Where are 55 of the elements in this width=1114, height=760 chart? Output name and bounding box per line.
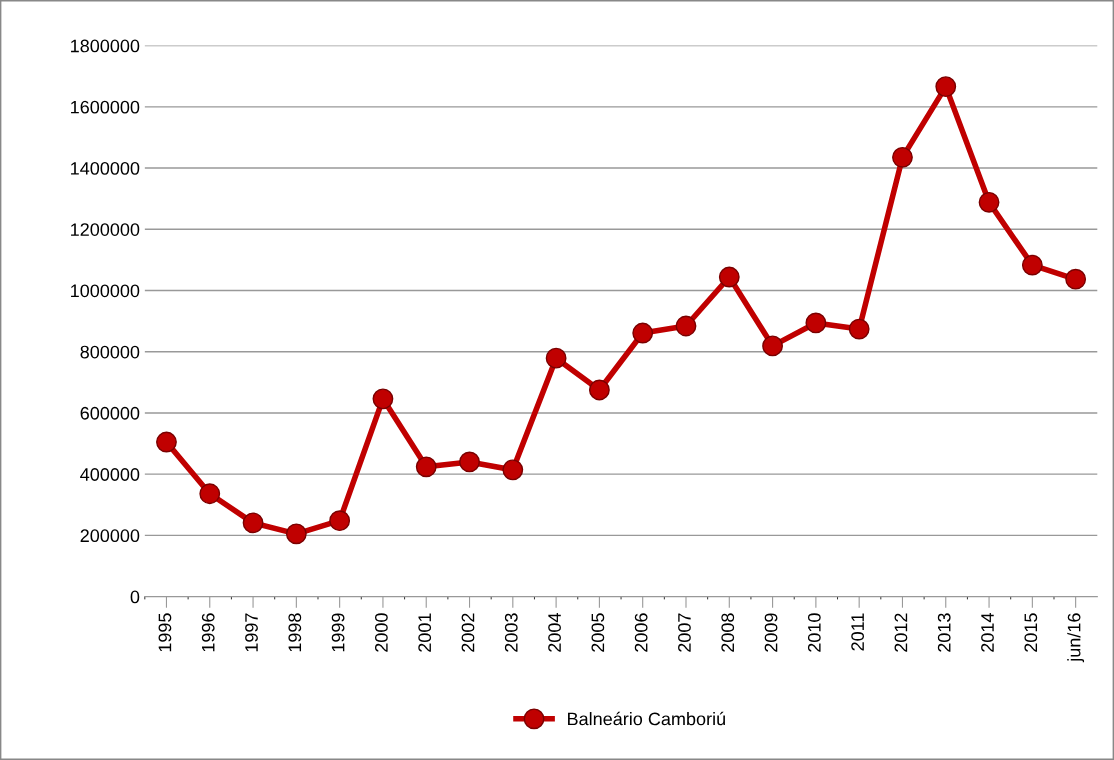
point	[1021, 254, 1043, 276]
x-tick-label: 2011	[851, 613, 865, 651]
x-tick-label: 2013	[937, 613, 951, 652]
point	[588, 379, 610, 401]
y-tick-label: 1200000	[71, 223, 140, 236]
y-tick-label: 0	[130, 590, 140, 604]
x-tick-label: jun/16	[1067, 613, 1085, 663]
y-tick-label: 400000	[80, 468, 140, 481]
x-tick-label: 2004	[548, 613, 561, 652]
x-tick-label: 2006	[634, 613, 648, 652]
point	[762, 335, 784, 357]
point	[1065, 268, 1087, 290]
y-tick-label: 1800000	[71, 39, 140, 53]
x-tick-label: 2008	[721, 613, 735, 652]
x-tick-label: 1997	[245, 613, 258, 652]
x-tick-label: 2010	[807, 613, 821, 652]
x-tick-label: 2003	[504, 613, 518, 652]
x-tick-label: 2000	[375, 613, 388, 652]
y-tick-label: 200000	[80, 529, 140, 543]
point	[892, 146, 913, 168]
x-tick-label: 2012	[894, 613, 908, 652]
x-tick-label: 1996	[201, 613, 215, 652]
x-tick-label: 2009	[764, 613, 778, 652]
point	[632, 322, 654, 344]
y-tick-label: 1000000	[71, 284, 140, 298]
x-tick-label: 2005	[591, 613, 605, 652]
y-tick-label: 600000	[80, 406, 140, 420]
point	[156, 431, 177, 453]
x-tick-label: 2015	[1024, 613, 1038, 652]
y-tick-label: 800000	[80, 345, 140, 359]
point	[415, 456, 437, 478]
point	[329, 510, 351, 532]
x-tick-label: 1998	[288, 613, 302, 652]
point	[502, 459, 524, 481]
x-tick-label: 2007	[678, 613, 691, 652]
point	[372, 388, 394, 410]
x-tick-label: 1995	[158, 613, 172, 652]
point	[675, 315, 697, 337]
x-tick-label: 1999	[331, 613, 345, 652]
x-tick-label: 2002	[461, 613, 475, 652]
point	[805, 312, 827, 334]
point	[978, 191, 1000, 213]
point	[718, 266, 740, 288]
legend-label: Balneário Camboriú	[568, 711, 725, 726]
x-tick-label: 2014	[981, 613, 994, 652]
point	[459, 451, 480, 473]
point	[935, 76, 957, 98]
point	[545, 347, 567, 369]
x-tick-label: 2001	[418, 613, 432, 652]
y-tick-label: 1400000	[71, 161, 140, 175]
point	[242, 512, 264, 534]
point	[848, 318, 870, 340]
point	[285, 523, 307, 545]
point	[199, 483, 221, 505]
y-tick-label: 1600000	[71, 100, 140, 114]
